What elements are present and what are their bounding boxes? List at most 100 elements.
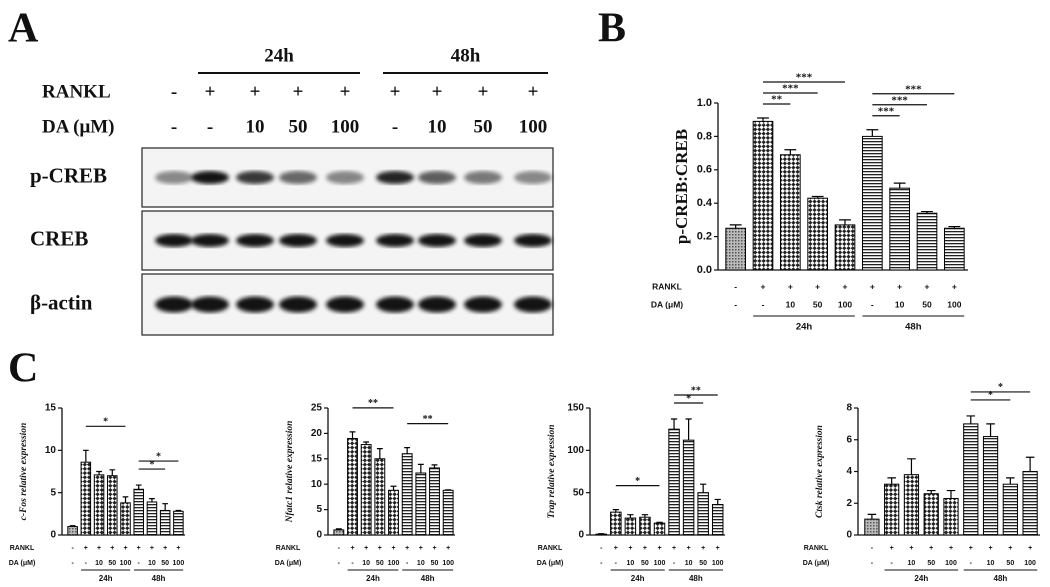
error-bar bbox=[390, 485, 397, 491]
y-tick-label: 20 bbox=[311, 428, 323, 439]
error-bar bbox=[612, 509, 619, 513]
error-bar bbox=[757, 117, 769, 122]
significance-label: * bbox=[686, 393, 691, 404]
treatment: 100 bbox=[388, 560, 400, 567]
treatment: + bbox=[250, 81, 261, 102]
group-label: 48h bbox=[421, 574, 435, 583]
treatment: + bbox=[925, 281, 930, 291]
row-label: DA (μM) bbox=[42, 116, 115, 137]
bar bbox=[415, 472, 427, 536]
treatment: - bbox=[871, 560, 874, 567]
treatment: 10 bbox=[428, 116, 447, 137]
row-label: RANKL bbox=[276, 545, 301, 552]
bar bbox=[682, 439, 695, 536]
bar bbox=[173, 510, 184, 536]
treatment: 50 bbox=[108, 560, 116, 567]
treatment: + bbox=[340, 81, 351, 102]
treatment: 100 bbox=[120, 560, 132, 567]
bar bbox=[347, 437, 358, 536]
treatment: + bbox=[949, 545, 953, 552]
treatment: + bbox=[405, 545, 409, 552]
bar bbox=[442, 489, 454, 536]
error-bar bbox=[887, 477, 896, 485]
blot-band bbox=[236, 171, 274, 184]
treatment: - bbox=[615, 560, 618, 567]
bar bbox=[903, 474, 920, 536]
y-tick-label: 0.8 bbox=[697, 130, 712, 142]
error-bar bbox=[335, 528, 342, 530]
y-tick-label: 2 bbox=[846, 498, 852, 509]
blot-band bbox=[376, 171, 414, 184]
error-bar bbox=[656, 521, 663, 524]
treatment: 10 bbox=[95, 560, 103, 567]
bar bbox=[916, 212, 938, 271]
bar bbox=[80, 461, 92, 536]
treatment: + bbox=[909, 545, 913, 552]
y-tick-label: 4 bbox=[846, 466, 852, 477]
error-bar bbox=[926, 489, 936, 494]
error-bar bbox=[811, 195, 824, 199]
error-bar bbox=[162, 503, 169, 511]
y-axis-title: p-CREB:CREB bbox=[672, 129, 691, 244]
treatment: + bbox=[657, 545, 661, 552]
treatment: + bbox=[687, 545, 691, 552]
blot-band bbox=[155, 296, 193, 313]
bar bbox=[429, 467, 440, 536]
bar bbox=[889, 187, 911, 271]
blot-band bbox=[464, 234, 502, 247]
treatment: + bbox=[432, 545, 436, 552]
treatment: + bbox=[478, 81, 489, 102]
bar bbox=[639, 516, 651, 536]
treatment: + bbox=[643, 545, 647, 552]
treatment: - bbox=[207, 116, 213, 137]
blot-band bbox=[191, 234, 229, 247]
treatment: 10 bbox=[895, 299, 905, 309]
blot-band bbox=[279, 171, 317, 184]
y-tick-label: 0.2 bbox=[697, 231, 712, 243]
significance-label: ** bbox=[423, 414, 433, 425]
blot-row-label: β-actin bbox=[30, 290, 93, 314]
error-bar bbox=[784, 149, 797, 155]
treatment: + bbox=[716, 545, 720, 552]
error-bar bbox=[948, 225, 961, 229]
error-bar bbox=[685, 418, 692, 441]
row-label: DA (μM) bbox=[803, 560, 830, 567]
blot-band bbox=[191, 171, 229, 184]
error-bar bbox=[122, 496, 129, 503]
significance-label: * bbox=[635, 476, 640, 487]
y-tick-label: 25 bbox=[311, 403, 323, 414]
treatment: 10 bbox=[786, 299, 796, 309]
bar bbox=[807, 197, 829, 271]
group-label: 48h bbox=[994, 574, 1008, 583]
treatment: 50 bbox=[813, 299, 823, 309]
y-tick-label: 15 bbox=[311, 453, 323, 464]
group-label: 24h bbox=[914, 574, 928, 583]
treatment: + bbox=[969, 545, 973, 552]
treatment: + bbox=[378, 545, 382, 552]
row-label: DA (μM) bbox=[275, 560, 302, 567]
treatment: 100 bbox=[331, 116, 360, 137]
error-bar bbox=[907, 458, 916, 475]
error-bar bbox=[714, 498, 721, 505]
blot-band bbox=[376, 296, 414, 313]
bar bbox=[93, 474, 105, 536]
error-bar bbox=[867, 513, 877, 520]
treatment: + bbox=[628, 545, 632, 552]
bar bbox=[668, 428, 680, 536]
y-tick-label: 0 bbox=[846, 530, 852, 541]
y-tick-label: 10 bbox=[45, 445, 57, 456]
significance-label: *** bbox=[796, 72, 813, 84]
y-tick-label: 50 bbox=[573, 487, 585, 498]
bar bbox=[923, 493, 939, 536]
treatment: + bbox=[952, 281, 957, 291]
treatment: - bbox=[762, 299, 765, 309]
row-label: DA (μM) bbox=[9, 560, 36, 567]
treatment: - bbox=[338, 545, 341, 552]
treatment: + bbox=[929, 545, 933, 552]
treatment: 50 bbox=[376, 560, 384, 567]
y-axis-title: c-Fos relative expression bbox=[19, 423, 29, 521]
treatment: 10 bbox=[362, 560, 370, 567]
bar bbox=[374, 458, 386, 536]
blot-row-label: p-CREB bbox=[30, 163, 107, 187]
treatment: + bbox=[870, 281, 875, 291]
